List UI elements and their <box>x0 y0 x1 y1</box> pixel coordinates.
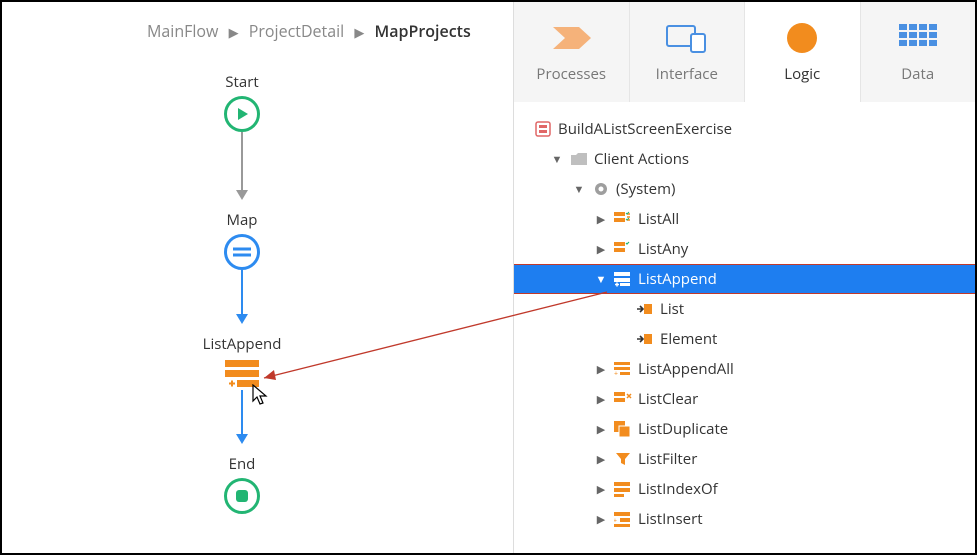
module-tabs: Processes Interface Logic <box>514 2 975 102</box>
expand-icon[interactable] <box>594 512 608 527</box>
input-param-icon <box>634 302 656 316</box>
action-icon: + <box>612 511 634 527</box>
tree-folder-system[interactable]: (System) <box>514 174 975 204</box>
tab-logic[interactable]: Logic <box>745 2 861 102</box>
tree-action-listinsert[interactable]: + ListInsert <box>514 504 975 534</box>
right-panel: Processes Interface Logic <box>513 2 975 553</box>
expand-icon[interactable] <box>594 392 608 407</box>
breadcrumb-item-current: MapProjects <box>375 20 471 42</box>
flow-diagram: Start Map ListAppend <box>172 72 312 514</box>
arrow-down-icon <box>236 434 248 444</box>
folder-icon <box>568 152 590 166</box>
flow-connector <box>241 390 243 434</box>
data-icon <box>899 20 937 56</box>
tree-label: Element <box>660 329 717 349</box>
tree-label: ListAppendAll <box>638 359 734 379</box>
cursor-icon <box>252 384 270 412</box>
tree-label: ListDuplicate <box>638 419 728 439</box>
action-icon <box>612 421 634 437</box>
logic-icon <box>785 20 819 56</box>
tree-param-element[interactable]: Element <box>514 324 975 354</box>
tab-label: Logic <box>784 64 820 84</box>
svg-text:+: + <box>614 370 618 377</box>
node-label: Start <box>225 72 258 92</box>
node-label: Map <box>226 210 257 230</box>
flow-connector <box>241 270 243 314</box>
module-icon <box>532 120 554 138</box>
action-icon <box>612 391 634 407</box>
node-label: End <box>229 454 256 474</box>
elements-tree[interactable]: BuildAListScreenExercise Client Actions … <box>514 102 975 553</box>
start-node[interactable] <box>224 96 260 132</box>
tree-action-listclear[interactable]: ListClear <box>514 384 975 414</box>
tree-action-listfilter[interactable]: ListFilter <box>514 444 975 474</box>
tree-action-listappendall[interactable]: + ListAppendAll <box>514 354 975 384</box>
arrow-down-icon <box>236 314 248 324</box>
input-param-icon <box>634 332 656 346</box>
system-icon <box>590 181 612 197</box>
expand-icon[interactable] <box>594 362 608 377</box>
collapse-icon[interactable] <box>550 152 564 167</box>
breadcrumb-item[interactable]: MainFlow <box>147 20 218 42</box>
tab-processes[interactable]: Processes <box>514 2 630 102</box>
action-icon <box>612 241 634 257</box>
tree-label: List <box>660 299 684 319</box>
action-icon <box>612 451 634 467</box>
tab-label: Processes <box>536 64 606 84</box>
expand-icon[interactable] <box>594 422 608 437</box>
flow-connector <box>241 132 243 190</box>
tree-label: ListFilter <box>638 449 697 469</box>
app-frame: MainFlow ▶ ProjectDetail ▶ MapProjects S… <box>0 0 977 555</box>
tree-label: ListAppend <box>638 269 717 289</box>
breadcrumb-item[interactable]: ProjectDetail <box>249 20 344 42</box>
expand-icon[interactable] <box>594 242 608 257</box>
breadcrumb: MainFlow ▶ ProjectDetail ▶ MapProjects <box>147 20 471 42</box>
action-icon <box>612 481 634 497</box>
tab-interface[interactable]: Interface <box>630 2 746 102</box>
flow-canvas[interactable]: MainFlow ▶ ProjectDetail ▶ MapProjects S… <box>2 2 513 553</box>
tree-label: (System) <box>616 179 675 199</box>
tree-label: ListAll <box>638 209 679 229</box>
expand-icon[interactable] <box>594 452 608 467</box>
assign-node[interactable] <box>224 234 260 270</box>
tree-label: Client Actions <box>594 149 689 169</box>
tree-action-listduplicate[interactable]: ListDuplicate <box>514 414 975 444</box>
tree-folder-client-actions[interactable]: Client Actions <box>514 144 975 174</box>
tree-action-listappend[interactable]: ListAppend <box>514 264 975 294</box>
tree-action-listindexof[interactable]: ListIndexOf <box>514 474 975 504</box>
arrow-down-icon <box>236 190 248 200</box>
action-icon <box>612 211 634 227</box>
tree-label: BuildAListScreenExercise <box>558 119 732 139</box>
chevron-right-icon: ▶ <box>354 23 364 41</box>
tree-action-listall[interactable]: ListAll <box>514 204 975 234</box>
tree-param-list[interactable]: List <box>514 294 975 324</box>
tree-module[interactable]: BuildAListScreenExercise <box>514 114 975 144</box>
tree-label: ListAny <box>638 239 688 259</box>
tree-label: ListIndexOf <box>638 479 718 499</box>
action-icon <box>612 271 634 287</box>
action-icon: + <box>612 361 634 377</box>
expand-icon[interactable] <box>594 212 608 227</box>
chevron-right-icon: ▶ <box>229 23 239 41</box>
interface-icon <box>665 20 709 56</box>
tree-label: ListInsert <box>638 509 703 529</box>
tree-label: ListClear <box>638 389 698 409</box>
end-node[interactable] <box>224 478 260 514</box>
collapse-icon[interactable] <box>594 272 608 287</box>
collapse-icon[interactable] <box>572 182 586 197</box>
tab-label: Interface <box>656 64 718 84</box>
expand-icon[interactable] <box>594 482 608 497</box>
tab-data[interactable]: Data <box>861 2 976 102</box>
svg-text:+: + <box>614 517 617 526</box>
tab-label: Data <box>901 64 934 84</box>
tree-action-listany[interactable]: ListAny <box>514 234 975 264</box>
processes-icon <box>551 20 591 56</box>
node-label: ListAppend <box>203 334 282 354</box>
